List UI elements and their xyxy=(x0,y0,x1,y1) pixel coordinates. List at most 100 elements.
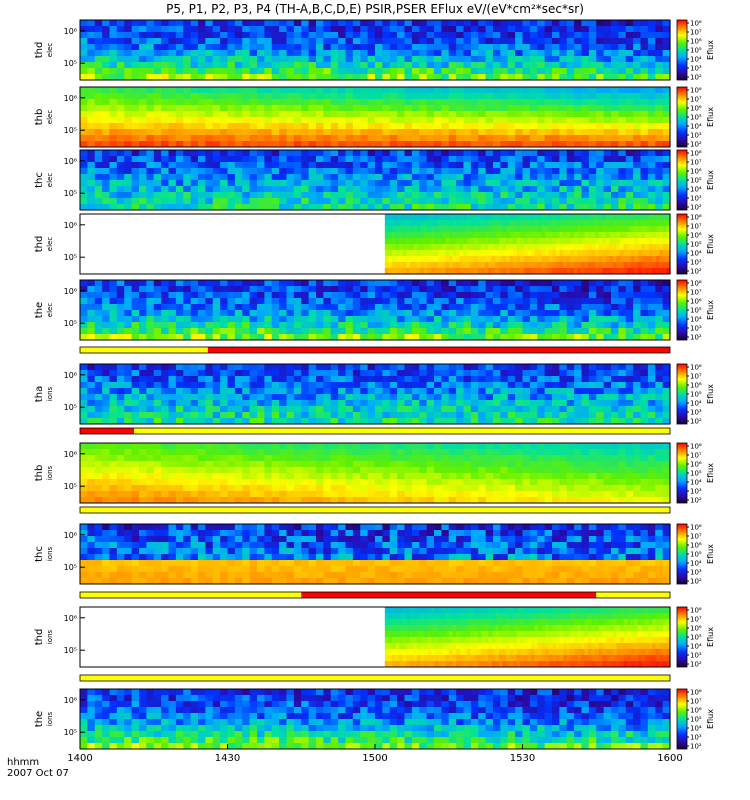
spectrogram-cell xyxy=(419,400,428,407)
spectrogram-cell xyxy=(397,198,406,205)
spectrogram-cell xyxy=(662,292,671,299)
spectrogram-cell xyxy=(581,117,590,124)
spectrogram-cell xyxy=(456,99,465,106)
spectrogram-cell xyxy=(271,316,280,323)
spectrogram-cell xyxy=(588,286,597,293)
spectrogram-cell xyxy=(308,99,317,106)
spectrogram-cell xyxy=(94,150,103,157)
spectrogram-cell xyxy=(227,135,236,142)
spectrogram-cell xyxy=(271,87,280,94)
spectrogram-cell xyxy=(463,280,472,287)
spectrogram-cell xyxy=(139,286,147,293)
spectrogram-cell xyxy=(470,292,479,299)
spectrogram-cell xyxy=(637,226,643,233)
spectrogram-cell xyxy=(330,382,339,389)
spectrogram-cell xyxy=(559,192,568,199)
spectrogram-cell xyxy=(116,382,125,389)
spectrogram-cell xyxy=(330,418,339,425)
spectrogram-cell xyxy=(574,168,583,175)
spectrogram-cell xyxy=(623,268,628,275)
spectrogram-cell xyxy=(102,400,111,407)
colorbar-tick-label: 10⁷ xyxy=(690,159,702,167)
spectrogram-cell xyxy=(205,204,214,211)
spectrogram-cell xyxy=(198,129,206,136)
spectrogram-cell xyxy=(124,400,133,407)
spectrogram-cell xyxy=(168,334,177,341)
spectrogram-cell xyxy=(257,68,265,75)
spectrogram-cell xyxy=(146,370,155,377)
spectrogram-cell xyxy=(301,141,310,148)
spectrogram-cell xyxy=(640,174,649,181)
spectrogram-cell xyxy=(367,123,376,130)
spectrogram-cell xyxy=(264,298,273,305)
spectrogram-cell xyxy=(426,99,435,106)
spectrogram-cell xyxy=(419,87,428,94)
spectrogram-cell xyxy=(205,162,214,169)
spectrogram-cell xyxy=(360,334,369,341)
spectrogram-cell xyxy=(647,162,656,169)
spectrogram-cell xyxy=(161,135,170,142)
spectrogram-cell xyxy=(493,135,501,142)
spectrogram-cell xyxy=(271,111,280,118)
spectrogram-cell xyxy=(153,186,162,193)
spectrogram-cell xyxy=(655,304,664,311)
spectrogram-cell xyxy=(131,93,140,100)
spectrogram-cell xyxy=(87,141,96,148)
spectrogram-cell xyxy=(271,186,280,193)
spectrogram-cell xyxy=(360,156,369,163)
spectrogram-cell xyxy=(131,382,140,389)
spectrogram-cell xyxy=(338,38,347,45)
spectrogram-cell xyxy=(541,232,546,239)
spectrogram-cell xyxy=(102,99,111,106)
spectrogram-cell xyxy=(411,135,420,142)
spectrogram-cell xyxy=(485,298,494,305)
spectrogram-cell xyxy=(640,192,649,199)
spectrogram-cell xyxy=(659,256,664,263)
spectrogram-cell xyxy=(463,168,472,175)
spectrogram-cell xyxy=(220,382,229,389)
spectrogram-cell xyxy=(640,204,649,211)
spectrogram-cell xyxy=(573,244,578,251)
spectrogram-cell xyxy=(80,400,88,407)
spectrogram-cell xyxy=(588,400,597,407)
spectrogram-cell xyxy=(308,322,317,329)
spectrogram-cell xyxy=(316,117,324,124)
spectrogram-cell xyxy=(559,370,568,377)
spectrogram-cell xyxy=(463,68,472,75)
spectrogram-cell xyxy=(537,394,546,401)
spectrogram-cell xyxy=(506,268,511,275)
spectrogram-cell xyxy=(478,400,487,407)
spectrogram-cell xyxy=(640,328,649,335)
spectrogram-cell xyxy=(198,400,206,407)
spectrogram-cell xyxy=(293,168,302,175)
spectrogram-cell xyxy=(625,168,634,175)
spectrogram-cell xyxy=(463,123,472,130)
spectrogram-cell xyxy=(529,328,538,335)
spectrogram-cell xyxy=(205,105,214,112)
spectrogram-cell xyxy=(242,156,251,163)
spectrogram-cell xyxy=(662,32,671,39)
colorbar-tick-label: 10⁸ xyxy=(690,87,702,95)
spectrogram-cell xyxy=(441,220,447,227)
spectrogram-cell xyxy=(409,262,414,269)
spectrogram-cell xyxy=(212,286,221,293)
spectrogram-cell xyxy=(438,232,443,239)
spectrogram-cell xyxy=(286,204,295,211)
spectrogram-cell xyxy=(183,280,192,287)
spectrogram-cell xyxy=(316,418,324,425)
spectrogram-cell xyxy=(131,50,140,57)
spectrogram-cell xyxy=(416,220,422,227)
spectrogram-cell xyxy=(271,93,280,100)
spectrogram-cell xyxy=(279,174,288,181)
spectrogram-cell xyxy=(399,250,404,257)
spectrogram-cell xyxy=(308,141,317,148)
spectrogram-cell xyxy=(205,192,214,199)
spectrogram-cell xyxy=(382,418,391,425)
panel-frame xyxy=(79,149,671,211)
spectrogram-cell xyxy=(308,56,317,63)
spectrogram-cell xyxy=(618,394,627,401)
spectrogram-cell xyxy=(640,286,649,293)
spectrogram-cell xyxy=(633,400,642,407)
spectrogram-cell xyxy=(537,168,546,175)
